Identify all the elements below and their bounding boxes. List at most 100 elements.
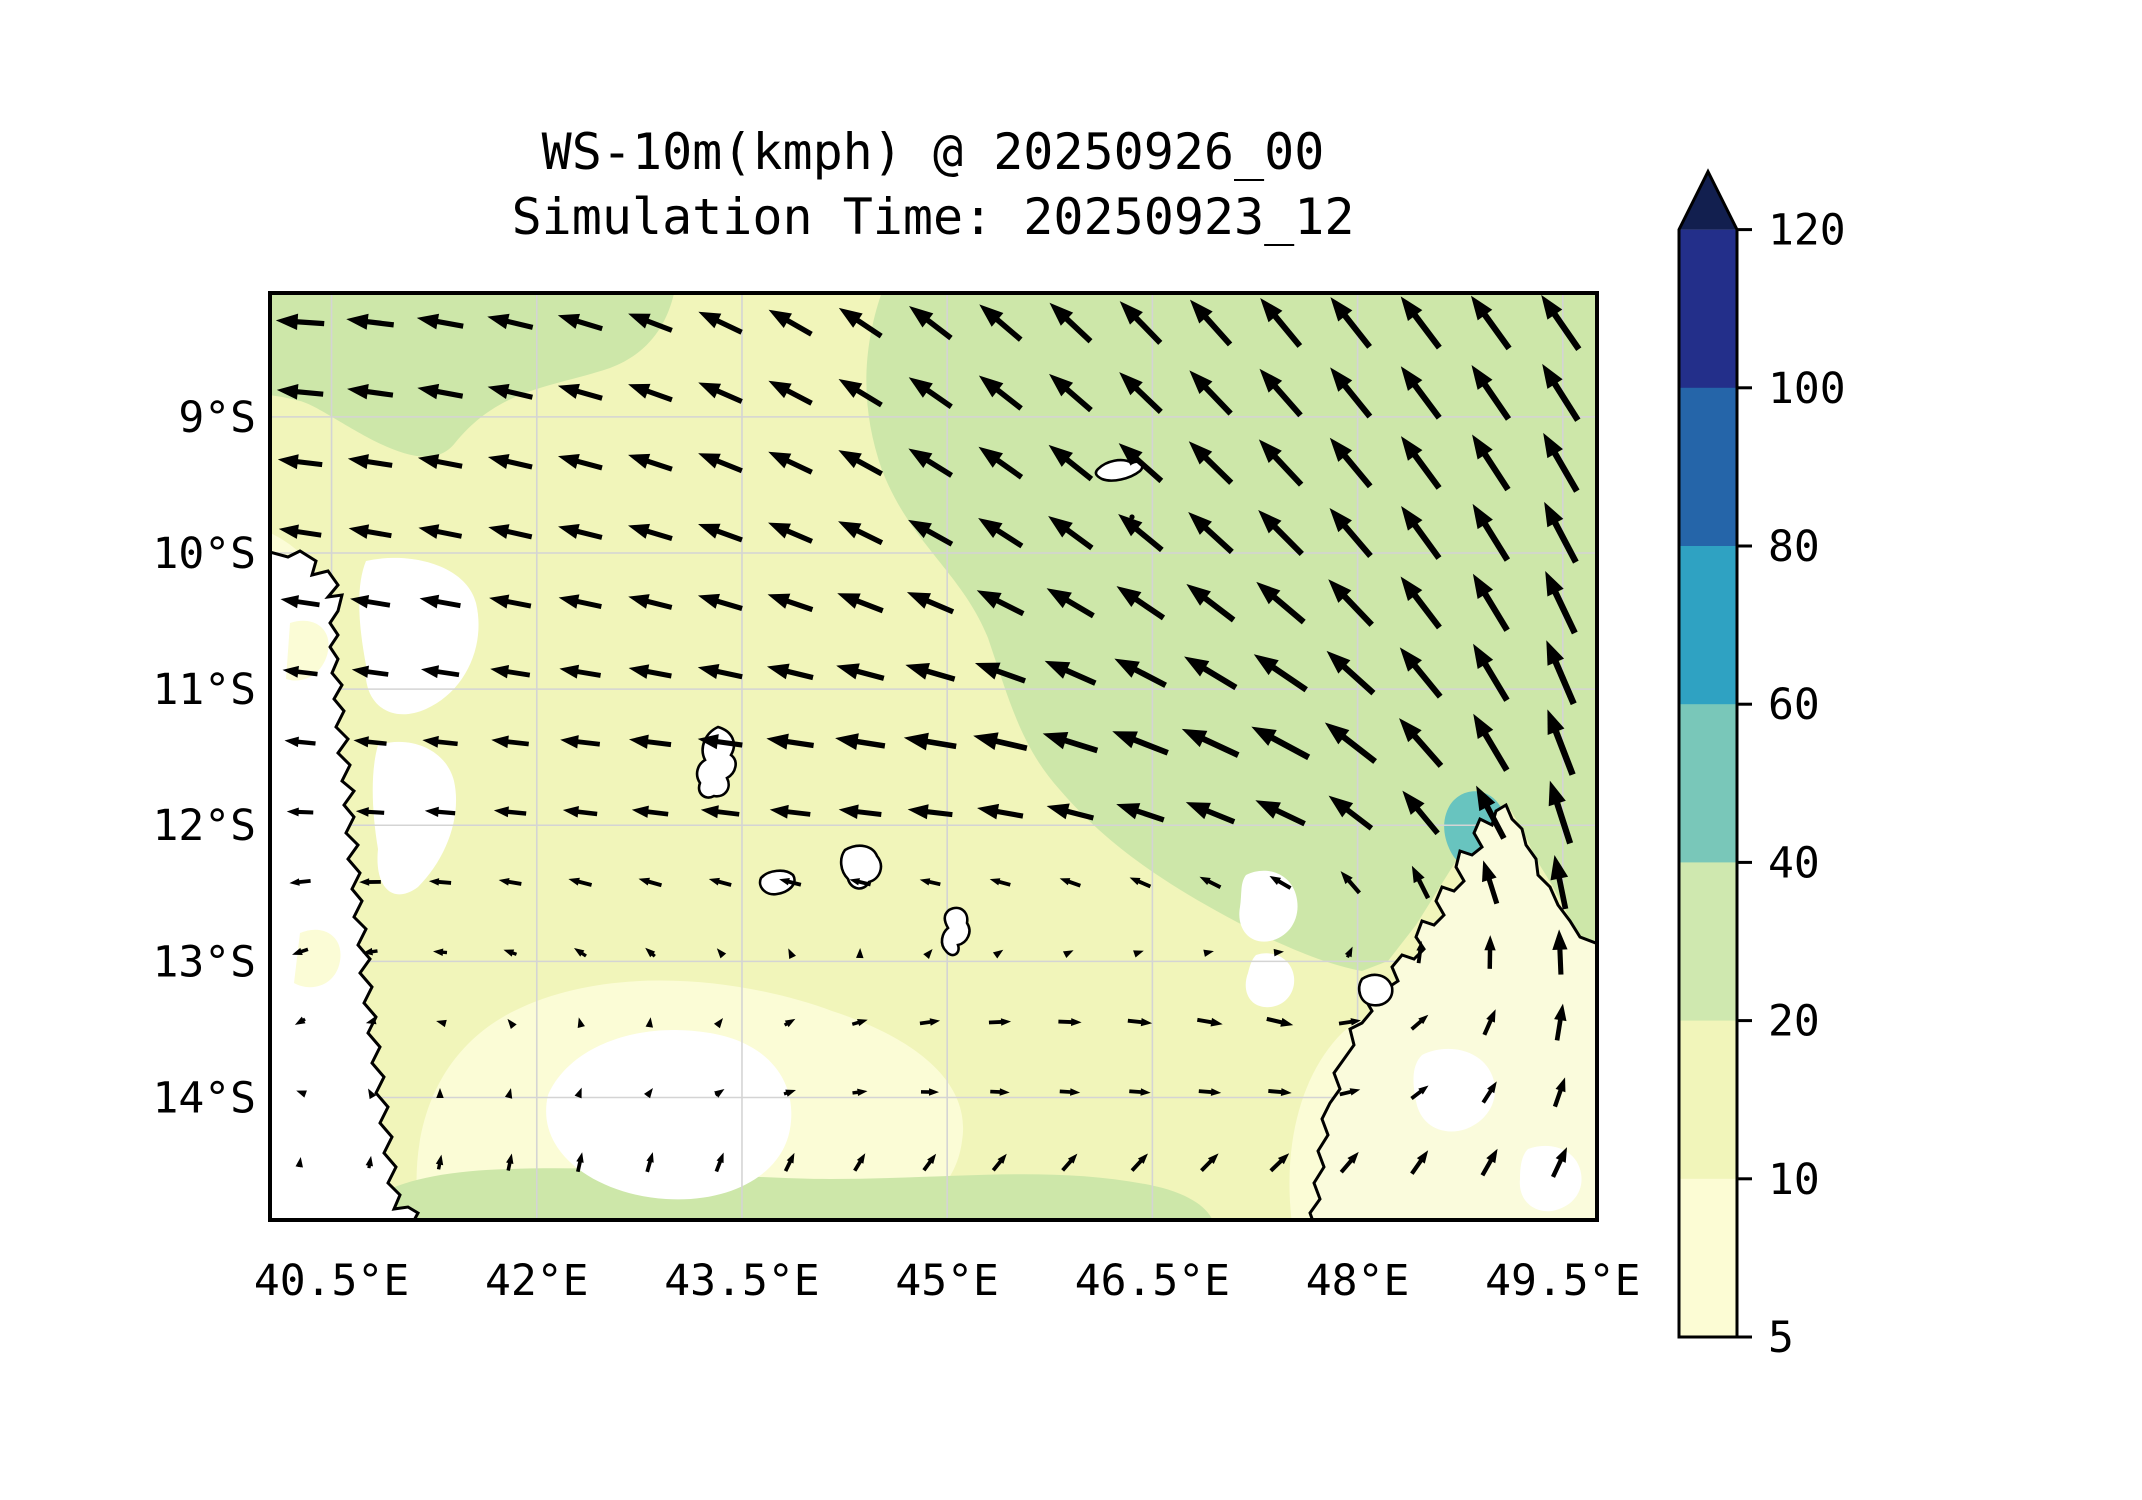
wind-arrow bbox=[418, 524, 463, 539]
contour-fill-below-5 bbox=[1239, 870, 1298, 942]
wind-arrow bbox=[1481, 1081, 1497, 1104]
plot-frame bbox=[268, 291, 1599, 1222]
wind-arrow bbox=[628, 594, 673, 610]
wind-arrow bbox=[973, 732, 1028, 751]
wind-arrow bbox=[562, 806, 598, 818]
wind-arrow bbox=[559, 664, 601, 679]
wind-quiver-layer bbox=[275, 294, 1582, 1178]
wind-arrow bbox=[347, 454, 393, 470]
wind-arrow bbox=[978, 446, 1024, 480]
contour-fill-20-40 bbox=[270, 293, 675, 457]
wind-arrow bbox=[1472, 434, 1511, 492]
wind-arrow bbox=[978, 375, 1023, 411]
wind-arrow bbox=[1329, 437, 1373, 489]
x-axis: 40.5°E 42°E 43.5°E 45°E 46.5°E 48°E 49.5°E bbox=[254, 1256, 1641, 1306]
wind-arrow bbox=[920, 1088, 940, 1096]
wind-arrow bbox=[1185, 802, 1236, 825]
wind-arrow bbox=[351, 665, 389, 678]
wind-arrow bbox=[1410, 1150, 1429, 1175]
wind-arrow bbox=[1129, 1088, 1151, 1096]
wind-arrow bbox=[295, 1157, 303, 1168]
colorbar-tick-label: 20 bbox=[1768, 997, 1820, 1047]
wind-arrow bbox=[284, 736, 316, 748]
wind-arrow bbox=[988, 1018, 1012, 1026]
wind-arrow bbox=[856, 948, 864, 959]
wind-arrow bbox=[435, 1154, 444, 1170]
wind-arrow bbox=[990, 1088, 1010, 1096]
x-tick-label: 48°E bbox=[1306, 1256, 1410, 1306]
wind-arrow bbox=[698, 382, 743, 404]
y-tick-label: 11°S bbox=[152, 665, 256, 715]
wind-arrow bbox=[277, 454, 323, 470]
wind-arrow bbox=[838, 450, 883, 477]
wind-arrow bbox=[420, 665, 460, 679]
wind-arrow bbox=[346, 313, 395, 330]
wind-arrow bbox=[628, 313, 673, 333]
wind-arrow bbox=[558, 524, 603, 540]
wind-arrow bbox=[628, 664, 672, 679]
wind-arrow bbox=[1552, 929, 1568, 975]
wind-arrow bbox=[557, 453, 603, 471]
wind-arrow bbox=[768, 309, 813, 337]
wind-arrow bbox=[768, 522, 813, 544]
wind-arrow bbox=[417, 454, 463, 470]
wind-arrow bbox=[697, 593, 743, 611]
wind-arrow bbox=[768, 451, 813, 475]
wind-arrow bbox=[294, 1016, 306, 1025]
contour-fill-below-5 bbox=[372, 741, 457, 895]
wind-arrow bbox=[296, 1090, 307, 1098]
wind-arrow bbox=[417, 383, 464, 400]
island-mayotte bbox=[940, 906, 971, 957]
wind-arrow bbox=[714, 1152, 724, 1173]
wind-arrow bbox=[1545, 571, 1578, 635]
wind-arrow bbox=[1472, 503, 1511, 562]
wind-arrow bbox=[979, 304, 1023, 342]
wind-arrow bbox=[1482, 1009, 1496, 1036]
wind-arrow bbox=[1473, 643, 1510, 702]
coastline-madagascar bbox=[1308, 802, 1597, 1220]
wind-arrow bbox=[919, 878, 941, 887]
wind-arrow bbox=[276, 383, 324, 400]
wind-arrow bbox=[1196, 1017, 1223, 1027]
wind-arrow bbox=[1326, 650, 1376, 696]
y-tick-label: 12°S bbox=[152, 801, 256, 851]
wind-arrow bbox=[359, 878, 381, 886]
wind-arrow bbox=[1484, 935, 1496, 969]
colorbar-outline bbox=[1677, 168, 1739, 1339]
colorbar-band bbox=[1679, 387, 1737, 547]
wind-arrow bbox=[1541, 294, 1582, 351]
wind-arrow bbox=[1184, 656, 1238, 691]
wind-arrow bbox=[487, 383, 533, 400]
wind-arrow bbox=[1049, 373, 1093, 413]
x-tick-label: 45°E bbox=[895, 1256, 999, 1306]
wind-arrow bbox=[1338, 1018, 1361, 1026]
wind-arrow bbox=[365, 1155, 374, 1169]
wind-arrow bbox=[1114, 658, 1167, 688]
wind-arrow bbox=[1266, 1016, 1294, 1027]
wind-arrow bbox=[1473, 713, 1510, 772]
wind-arrow bbox=[1400, 436, 1442, 490]
wind-arrow bbox=[1324, 722, 1377, 764]
wind-arrow bbox=[783, 1089, 796, 1097]
colorbar-tick-label: 120 bbox=[1768, 206, 1846, 256]
wind-arrow bbox=[1130, 1153, 1148, 1172]
wind-arrow bbox=[573, 947, 587, 958]
wind-arrow bbox=[1548, 780, 1574, 845]
wind-arrow bbox=[1410, 1085, 1429, 1101]
wind-arrow bbox=[1547, 709, 1576, 776]
wind-arrow bbox=[768, 380, 813, 406]
wind-arrow bbox=[1329, 508, 1373, 558]
y-axis: 9°S 10°S 11°S 12°S 13°S 14°S bbox=[152, 393, 256, 1124]
wind-arrow bbox=[1328, 795, 1374, 831]
wind-arrow bbox=[498, 877, 522, 886]
wind-arrow bbox=[977, 803, 1024, 820]
wind-arrow bbox=[1189, 299, 1233, 347]
wind-arrow bbox=[503, 949, 518, 957]
map-plot-area bbox=[270, 293, 1597, 1220]
wind-arrow bbox=[1259, 368, 1303, 418]
wind-arrow bbox=[628, 523, 673, 542]
wind-arrow bbox=[992, 949, 1004, 959]
wind-arrow bbox=[1044, 660, 1097, 686]
wind-arrow bbox=[574, 1087, 582, 1099]
wind-arrow bbox=[1118, 443, 1164, 484]
